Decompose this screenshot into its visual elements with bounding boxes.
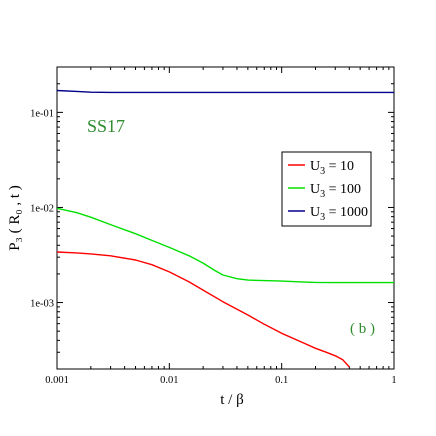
series-line-2 <box>56 89 394 94</box>
x-tick-label: 0.01 <box>160 375 178 386</box>
legend-label: U3 = 10 <box>310 159 354 177</box>
plot-frame <box>56 66 395 370</box>
y-tick-label: 1e-02 <box>30 203 54 214</box>
plot-series <box>56 89 394 368</box>
x-tick-label: 0.1 <box>275 375 288 386</box>
series-line-0 <box>56 251 350 368</box>
panel-label: ( b ) <box>350 321 375 337</box>
x-tick-label: 0.001 <box>45 375 69 386</box>
legend-label: U3 = 100 <box>310 182 361 200</box>
x-axis-title: t / β <box>220 392 243 408</box>
legend: U3 = 10 U3 = 100 U3 = 1000 <box>281 151 372 227</box>
axis-ticks: 0.001 0.01 0.1 1 1e-03 1e-02 1e-01 <box>30 67 397 386</box>
legend-label: U3 = 1000 <box>310 205 368 223</box>
y-axis-title: P₃ ( R₀ , t ) <box>7 185 23 250</box>
y-tick-label: 1e-01 <box>30 108 54 119</box>
legend-entries: U3 = 10 U3 = 100 U3 = 1000 <box>288 159 368 223</box>
series-line-1 <box>56 207 394 284</box>
y-tick-label: 1e-03 <box>30 299 54 310</box>
x-tick-label: 1 <box>391 375 396 386</box>
system-label: SS17 <box>87 116 125 136</box>
